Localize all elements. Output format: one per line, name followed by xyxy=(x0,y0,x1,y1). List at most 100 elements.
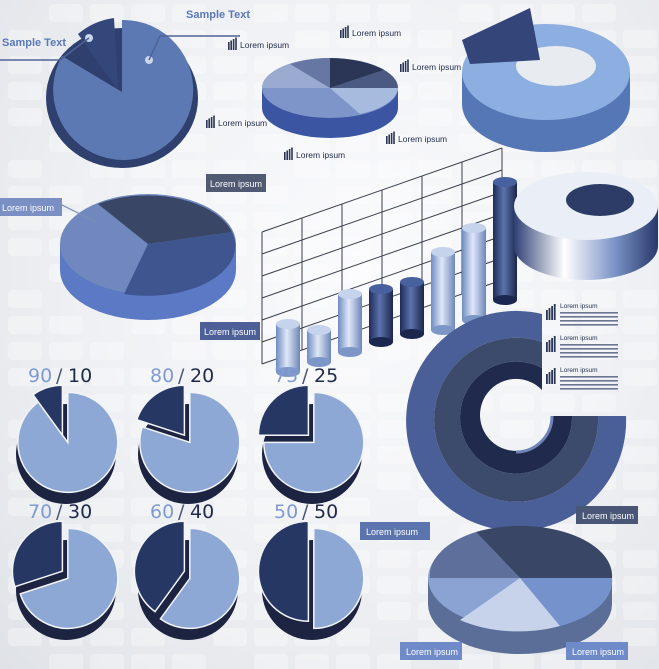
background-tile xyxy=(623,82,657,100)
background-tile xyxy=(172,316,206,334)
background-tile xyxy=(8,238,42,256)
background-tile xyxy=(90,654,124,669)
background-tile xyxy=(582,394,616,412)
background-tile xyxy=(582,290,616,308)
background-tile xyxy=(254,4,288,22)
background-tile xyxy=(213,160,247,178)
background-tile xyxy=(295,4,329,22)
top-middle-pie xyxy=(262,58,398,138)
lorem-ipsum-callout: Lorem ipsum xyxy=(2,203,54,213)
ring-legend: Lorem ipsum Lorem ipsum Lorem ipsum xyxy=(546,303,618,390)
pie-label-separator: / xyxy=(178,365,185,387)
pie-value-major: 75 xyxy=(274,365,298,387)
background-tile xyxy=(623,628,657,646)
background-tile xyxy=(49,368,83,386)
bar-top xyxy=(276,319,300,329)
top-left-pie: Sample Text Sample Text xyxy=(0,9,250,168)
mini-label: Lorem ipsum xyxy=(228,37,289,50)
background-tile xyxy=(418,628,452,646)
background-tile xyxy=(377,160,411,178)
bar-top xyxy=(400,277,424,287)
background-tile xyxy=(8,108,42,126)
background-tile xyxy=(295,654,329,669)
background-tile xyxy=(336,160,370,178)
background-tile xyxy=(377,30,411,48)
background-tile xyxy=(336,238,370,256)
bar-base xyxy=(493,295,517,305)
ring-legend-item: Lorem ipsum xyxy=(546,367,618,390)
background-tile xyxy=(254,134,288,152)
background-tile xyxy=(90,628,124,646)
background-tile xyxy=(418,56,452,74)
ring-legend-line xyxy=(560,356,618,358)
background-tile xyxy=(336,4,370,22)
background-tile xyxy=(418,30,452,48)
background-tile xyxy=(172,342,206,360)
background-tile xyxy=(213,30,247,48)
background-tile xyxy=(336,134,370,152)
background-tile xyxy=(418,160,452,178)
small-pie: 80/20 xyxy=(135,365,241,504)
bar-base xyxy=(276,367,300,377)
background-tile xyxy=(459,134,493,152)
background-tile xyxy=(254,212,288,230)
background-tile xyxy=(541,290,575,308)
background-tile xyxy=(336,498,370,516)
background-tile xyxy=(336,628,370,646)
small-pie: 70/30 xyxy=(11,501,119,640)
background-tile xyxy=(418,82,452,100)
background-tile xyxy=(623,316,657,334)
pie-value-major: 70 xyxy=(28,501,52,523)
background-tile xyxy=(541,394,575,412)
bar-base xyxy=(307,357,331,367)
ring-legend-line xyxy=(560,320,618,322)
background-tile xyxy=(623,368,657,386)
ring-legend-line xyxy=(560,388,618,390)
background-tile xyxy=(49,316,83,334)
lorem-ipsum-callout: Lorem ipsum xyxy=(204,327,256,337)
background-tile xyxy=(213,108,247,126)
background-tile xyxy=(295,264,329,282)
mini-label-text: Lorem ipsum xyxy=(352,28,401,38)
background-tile xyxy=(459,186,493,204)
background-tile xyxy=(131,498,165,516)
pie-value-minor: 10 xyxy=(68,365,92,387)
background-tile xyxy=(254,628,288,646)
bar-cylinder xyxy=(276,324,300,372)
ring-legend-line xyxy=(560,352,618,354)
background-tile xyxy=(582,4,616,22)
background-tile xyxy=(8,342,42,360)
ring-legend-line xyxy=(560,344,618,346)
background-tile xyxy=(336,264,370,282)
background-tile xyxy=(90,4,124,22)
background-tile xyxy=(623,108,657,126)
mini-label-group: Lorem ipsum Lorem ipsum Lorem ipsum Lorem i… xyxy=(206,25,461,160)
pie-slice-major xyxy=(19,527,119,630)
pie-slice-minor xyxy=(257,384,310,436)
pie-value-minor: 30 xyxy=(68,501,92,523)
mini-label-text: Lorem ipsum xyxy=(240,40,289,50)
background-tile xyxy=(295,290,329,308)
background-tile xyxy=(172,4,206,22)
background-tile xyxy=(90,368,124,386)
background-tile xyxy=(8,290,42,308)
lorem-ipsum-callout: Lorem ipsum xyxy=(582,511,634,521)
background-tile xyxy=(131,628,165,646)
background-tile xyxy=(623,550,657,568)
bar-top xyxy=(462,223,486,233)
concentric-rings xyxy=(406,310,627,531)
background-tile xyxy=(459,4,493,22)
background-tile xyxy=(213,368,247,386)
bottom-right-pie: Lorem ipsum Lorem ipsum Lorem ipsum Lore… xyxy=(360,506,638,660)
background-tile xyxy=(295,160,329,178)
background-tile xyxy=(623,472,657,490)
background-tile xyxy=(8,212,42,230)
middle-left-pie: Lorem ipsum Lorem ipsum Lorem ipsum xyxy=(0,174,266,340)
background-tile xyxy=(254,498,288,516)
pie-slice-minor xyxy=(133,520,186,613)
background-tile xyxy=(377,186,411,204)
sample-text-label: Sample Text xyxy=(186,9,250,21)
pie-value-major: 80 xyxy=(150,365,174,387)
